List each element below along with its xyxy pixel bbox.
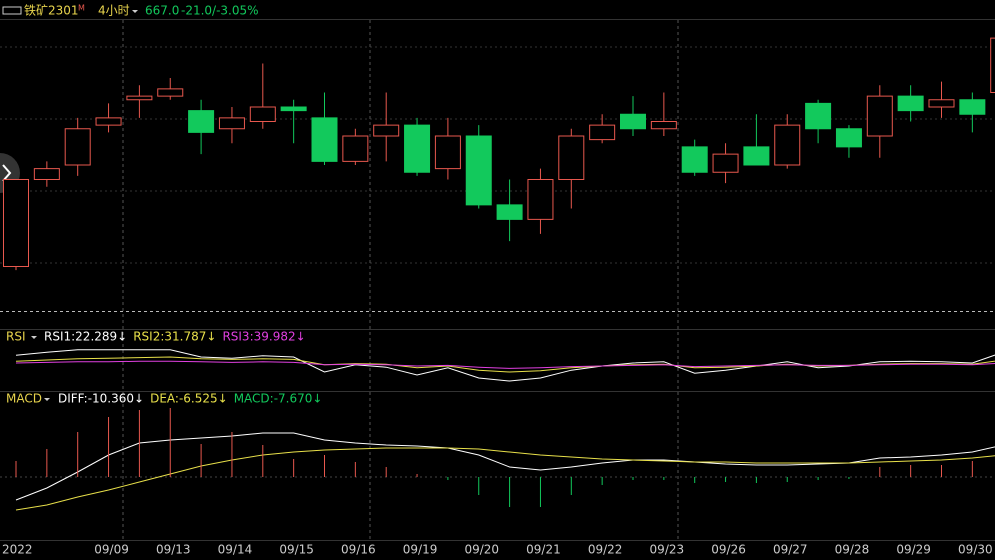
candle-body: [496, 204, 523, 220]
indicator-line: [15, 360, 995, 369]
badge: M: [78, 4, 85, 13]
legend-entry: RSI3:39.982↓: [222, 330, 305, 344]
candle-body: [527, 179, 554, 220]
x-tick-label: 09/20: [464, 543, 499, 557]
period[interactable]: 4小时: [98, 4, 130, 18]
x-tick-label: 09/28: [835, 543, 870, 557]
x-tick-label: 09/23: [650, 543, 685, 557]
candle-body: [342, 135, 369, 162]
x-tick-label: 09/13: [156, 543, 191, 557]
candle-body: [188, 110, 215, 133]
candle-body: [218, 117, 245, 130]
link-icon[interactable]: [2, 6, 22, 15]
candle-body: [311, 117, 338, 162]
x-tick-label: 09/30: [958, 543, 993, 557]
candle-body: [465, 135, 492, 206]
candle-body: [280, 106, 307, 112]
candle-body: [373, 124, 400, 137]
candle-body: [434, 135, 461, 170]
x-tick-label: 09/22: [588, 543, 623, 557]
x-tick-label: 09/21: [526, 543, 561, 557]
x-tick-label: 09/16: [341, 543, 376, 557]
candle-body: [959, 99, 986, 115]
legend-entry: DEA:-6.525↓: [150, 392, 228, 406]
candle-body: [681, 146, 708, 173]
candle-body: [404, 124, 431, 173]
candle-body: [712, 153, 739, 173]
candle-body: [897, 95, 924, 112]
dropdown-arrow[interactable]: [31, 336, 37, 339]
candle-body: [774, 124, 801, 166]
candle-body: [33, 168, 60, 180]
candle-body: [157, 88, 184, 97]
x-tick-label: 2022: [2, 543, 33, 557]
legend-entry: RSI1:22.289↓: [44, 330, 127, 344]
candle-body: [835, 128, 862, 148]
legend-entry: MACD:-7.670↓: [234, 392, 323, 406]
candle-body: [805, 102, 832, 130]
candle-body: [650, 121, 677, 130]
candle-body: [3, 179, 29, 267]
x-tick-label: 09/27: [773, 543, 808, 557]
x-tick-label: 09/29: [896, 543, 931, 557]
candle-body: [620, 113, 646, 130]
legend-entry: DIFF:-10.360↓: [58, 392, 144, 406]
indicator-line: [15, 349, 995, 382]
candle-body: [990, 37, 995, 93]
dropdown-arrow[interactable]: [44, 398, 50, 401]
x-tick-label: 09/14: [218, 543, 253, 557]
candle-body: [95, 117, 122, 126]
x-tick-label: 09/19: [403, 543, 438, 557]
candle-body: [743, 146, 770, 166]
candle-body: [126, 95, 153, 101]
x-tick-label: 09/15: [279, 543, 314, 557]
indicator-line: [15, 447, 995, 511]
dropdown-arrow[interactable]: [132, 10, 138, 13]
candle-body: [928, 99, 955, 108]
price: 667.0: [145, 4, 179, 18]
legend-entry: RSI2:31.787↓: [133, 330, 216, 344]
x-tick-label: 09/09: [94, 543, 129, 557]
candle-body: [558, 135, 585, 180]
candle-body: [249, 106, 276, 122]
nav-arrow[interactable]: [2, 164, 12, 182]
symbol: 铁矿2301: [24, 4, 79, 18]
candle-body: [866, 95, 893, 137]
change: -21.0/-3.05%: [181, 4, 259, 18]
panel-title: MACD: [6, 392, 42, 406]
panel-title: RSI: [6, 330, 26, 344]
x-tick-label: 09/26: [711, 543, 746, 557]
candle-body: [64, 128, 91, 166]
candle-body: [589, 124, 616, 141]
